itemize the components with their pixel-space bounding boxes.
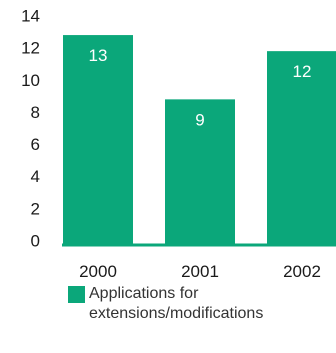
bar-2002 (267, 51, 336, 245)
bar-2000 (63, 35, 133, 245)
y-tick-label: 2 (31, 199, 40, 218)
y-tick-label: 0 (31, 231, 40, 250)
y-tick-label: 4 (31, 167, 40, 186)
legend-swatch (68, 286, 85, 303)
data-label: 12 (293, 62, 312, 81)
y-tick-label: 8 (31, 103, 40, 122)
data-label: 13 (89, 46, 108, 65)
y-tick-label: 14 (21, 6, 40, 25)
x-tick-label: 2000 (79, 262, 117, 281)
x-tick-label: 2002 (283, 262, 321, 281)
legend-label: Applications for extensions/modification… (89, 285, 264, 322)
y-tick-label: 10 (21, 71, 40, 90)
x-tick-label: 2001 (181, 262, 219, 281)
y-tick-label: 6 (31, 135, 40, 154)
bar-2001 (165, 99, 235, 244)
y-tick-label: 12 (21, 39, 40, 58)
data-label: 9 (195, 110, 204, 129)
